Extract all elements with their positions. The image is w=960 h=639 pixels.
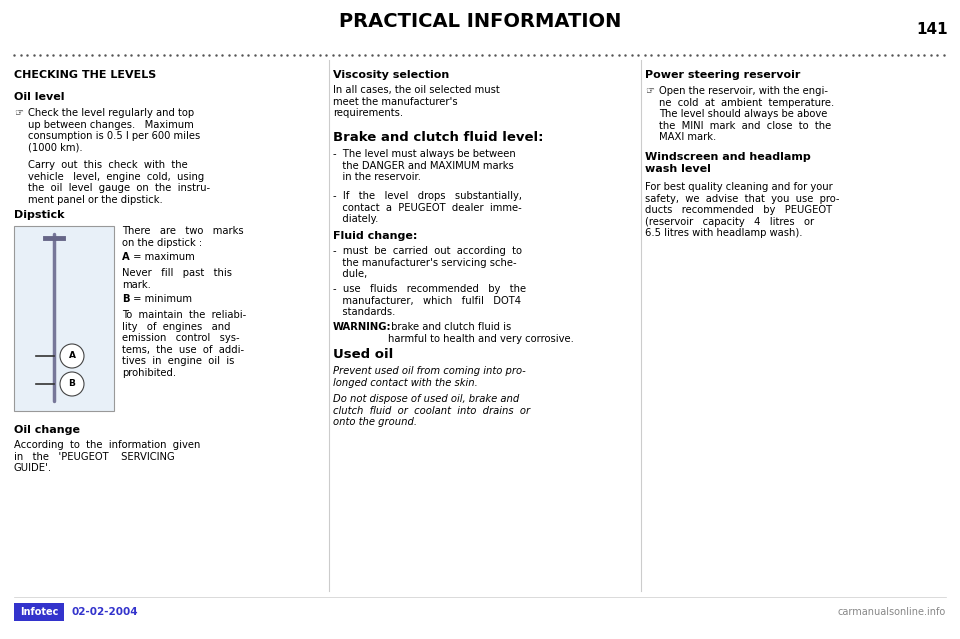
Text: Oil change: Oil change bbox=[14, 425, 80, 435]
Text: Dipstick: Dipstick bbox=[14, 210, 64, 220]
Text: Brake and clutch fluid level:: Brake and clutch fluid level: bbox=[333, 131, 543, 144]
Text: PRACTICAL INFORMATION: PRACTICAL INFORMATION bbox=[339, 12, 621, 31]
Text: Windscreen and headlamp
wash level: Windscreen and headlamp wash level bbox=[645, 152, 811, 174]
Text: -  The level must always be between
   the DANGER and MAXIMUM marks
   in the re: - The level must always be between the D… bbox=[333, 149, 516, 182]
Text: B: B bbox=[122, 294, 130, 304]
Text: brake and clutch fluid is
harmful to health and very corrosive.: brake and clutch fluid is harmful to hea… bbox=[388, 322, 574, 344]
Text: Open the reservoir, with the engi-
ne  cold  at  ambient  temperature.
The level: Open the reservoir, with the engi- ne co… bbox=[659, 86, 834, 142]
Text: Check the level regularly and top
up between changes.   Maximum
consumption is 0: Check the level regularly and top up bet… bbox=[28, 108, 201, 153]
Text: Power steering reservoir: Power steering reservoir bbox=[645, 70, 801, 80]
Text: Never   fill   past   this
mark.: Never fill past this mark. bbox=[122, 268, 232, 289]
Text: carmanualsonline.info: carmanualsonline.info bbox=[838, 607, 946, 617]
Text: Fluid change:: Fluid change: bbox=[333, 231, 418, 241]
Text: CHECKING THE LEVELS: CHECKING THE LEVELS bbox=[14, 70, 156, 80]
Text: = maximum: = maximum bbox=[130, 252, 195, 262]
Text: ☞: ☞ bbox=[14, 108, 23, 118]
Text: -  If   the   level   drops   substantially,
   contact  a  PEUGEOT  dealer  imm: - If the level drops substantially, cont… bbox=[333, 191, 522, 224]
Text: A: A bbox=[68, 351, 76, 360]
Text: Viscosity selection: Viscosity selection bbox=[333, 70, 449, 80]
Text: 02-02-2004: 02-02-2004 bbox=[72, 607, 138, 617]
Text: For best quality cleaning and for your
safety,  we  advise  that  you  use  pro-: For best quality cleaning and for your s… bbox=[645, 182, 839, 238]
Text: In all cases, the oil selected must
meet the manufacturer's
requirements.: In all cases, the oil selected must meet… bbox=[333, 85, 500, 118]
Text: B: B bbox=[68, 380, 76, 389]
Text: = minimum: = minimum bbox=[130, 294, 192, 304]
Circle shape bbox=[60, 372, 84, 396]
Bar bbox=[14, 226, 114, 411]
Circle shape bbox=[60, 344, 84, 368]
Text: Carry  out  this  check  with  the
vehicle   level,  engine  cold,  using
the  o: Carry out this check with the vehicle le… bbox=[28, 160, 210, 205]
Text: There   are   two   marks
on the dipstick :: There are two marks on the dipstick : bbox=[122, 226, 244, 247]
Text: Oil level: Oil level bbox=[14, 92, 64, 102]
Text: ☞: ☞ bbox=[645, 86, 654, 96]
Text: Prevent used oil from coming into pro-
longed contact with the skin.: Prevent used oil from coming into pro- l… bbox=[333, 366, 526, 388]
Text: According  to  the  information  given
in   the   'PEUGEOT    SERVICING
GUIDE'.: According to the information given in th… bbox=[14, 440, 201, 473]
Text: -  use   fluids   recommended   by   the
   manufacturer,   which   fulfil   DOT: - use fluids recommended by the manufact… bbox=[333, 284, 526, 317]
Text: -  must  be  carried  out  according  to
   the manufacturer's servicing sche-
 : - must be carried out according to the m… bbox=[333, 246, 522, 279]
Bar bbox=[14, 603, 64, 621]
Text: WARNING:: WARNING: bbox=[333, 322, 392, 332]
Text: To  maintain  the  reliabi-
lity   of  engines   and
emission   control   sys-
t: To maintain the reliabi- lity of engines… bbox=[122, 310, 247, 378]
Text: Used oil: Used oil bbox=[333, 348, 394, 361]
Text: Infotec: Infotec bbox=[20, 607, 59, 617]
Text: A: A bbox=[122, 252, 130, 262]
Text: Do not dispose of used oil, brake and
clutch  fluid  or  coolant  into  drains  : Do not dispose of used oil, brake and cl… bbox=[333, 394, 530, 427]
Text: 141: 141 bbox=[917, 22, 948, 37]
